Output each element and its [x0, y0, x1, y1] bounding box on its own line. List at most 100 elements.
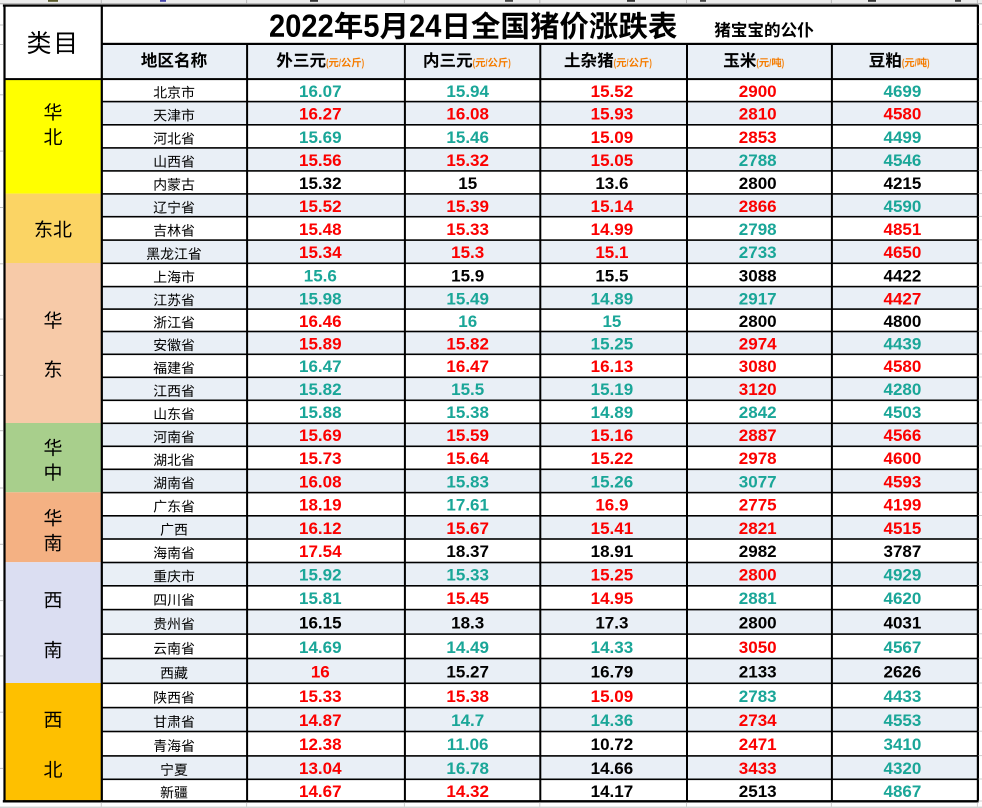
svg-text:15.25: 15.25	[591, 334, 634, 353]
svg-text:15.92: 15.92	[299, 566, 342, 585]
svg-text:2626: 2626	[883, 662, 921, 681]
svg-text:15.98: 15.98	[299, 289, 342, 308]
svg-text:16: 16	[311, 662, 330, 681]
svg-text:15.89: 15.89	[299, 334, 342, 353]
svg-text:2800: 2800	[739, 566, 777, 585]
svg-text:2800: 2800	[739, 613, 777, 632]
svg-text:15.49: 15.49	[446, 289, 489, 308]
svg-text:15.69: 15.69	[299, 426, 342, 445]
svg-text:4566: 4566	[883, 426, 921, 445]
svg-text:3088: 3088	[739, 266, 777, 285]
svg-text:2800: 2800	[739, 174, 777, 193]
svg-text:15.6: 15.6	[304, 266, 337, 285]
svg-text:14.87: 14.87	[299, 711, 342, 730]
svg-text:2734: 2734	[739, 711, 777, 730]
svg-text:2471: 2471	[739, 735, 777, 754]
svg-text:18.19: 18.19	[299, 496, 342, 515]
svg-text:17.54: 17.54	[299, 542, 342, 561]
svg-text:15.33: 15.33	[446, 220, 489, 239]
svg-text:15.45: 15.45	[446, 589, 489, 608]
svg-text:15.46: 15.46	[446, 128, 489, 147]
svg-text:15.22: 15.22	[591, 449, 634, 468]
svg-text:15.39: 15.39	[446, 197, 489, 216]
svg-text:14.32: 14.32	[446, 782, 489, 801]
svg-text:4546: 4546	[883, 151, 921, 170]
svg-text:13.04: 13.04	[299, 759, 342, 778]
svg-text:2982: 2982	[739, 542, 777, 561]
svg-text:15.05: 15.05	[591, 151, 634, 170]
svg-text:16.15: 16.15	[299, 613, 342, 632]
svg-text:16.07: 16.07	[299, 82, 342, 101]
svg-text:15.82: 15.82	[446, 334, 489, 353]
svg-text:4199: 4199	[883, 496, 921, 515]
svg-text:11.06: 11.06	[447, 735, 489, 754]
svg-text:2900: 2900	[739, 82, 777, 101]
svg-text:15.52: 15.52	[591, 82, 634, 101]
svg-text:3433: 3433	[739, 759, 777, 778]
svg-text:14.67: 14.67	[299, 782, 342, 801]
svg-text:15.5: 15.5	[451, 380, 484, 399]
svg-text:15.73: 15.73	[299, 449, 342, 468]
svg-text:2775: 2775	[739, 496, 777, 515]
svg-text:2810: 2810	[739, 105, 777, 124]
svg-text:2798: 2798	[739, 220, 777, 239]
svg-text:4320: 4320	[883, 759, 921, 778]
svg-text:15.1: 15.1	[595, 243, 628, 262]
svg-text:16.13: 16.13	[591, 357, 634, 376]
svg-text:15.14: 15.14	[591, 197, 634, 216]
svg-text:2783: 2783	[739, 687, 777, 706]
svg-text:15.26: 15.26	[591, 472, 634, 491]
svg-text:14.66: 14.66	[591, 759, 634, 778]
svg-text:3077: 3077	[739, 472, 777, 491]
svg-text:2917: 2917	[739, 289, 777, 308]
svg-text:4215: 4215	[883, 174, 921, 193]
svg-text:16: 16	[458, 312, 477, 331]
svg-text:16.08: 16.08	[299, 472, 342, 491]
svg-text:15: 15	[602, 312, 621, 331]
svg-text:14.89: 14.89	[591, 289, 634, 308]
svg-text:4600: 4600	[883, 449, 921, 468]
svg-text:18.37: 18.37	[446, 542, 489, 561]
svg-text:14.33: 14.33	[591, 638, 634, 657]
svg-text:4427: 4427	[883, 289, 921, 308]
svg-text:4503: 4503	[883, 403, 921, 422]
svg-text:4567: 4567	[883, 638, 921, 657]
svg-text:15.94: 15.94	[446, 82, 489, 101]
svg-text:14.17: 14.17	[591, 782, 634, 801]
svg-text:15.93: 15.93	[591, 105, 634, 124]
svg-text:4800: 4800	[883, 312, 921, 331]
svg-text:14.7: 14.7	[451, 711, 484, 730]
svg-text:4620: 4620	[883, 589, 921, 608]
svg-text:15.48: 15.48	[299, 220, 342, 239]
svg-text:4515: 4515	[883, 519, 921, 538]
svg-text:15.09: 15.09	[591, 687, 634, 706]
svg-text:2978: 2978	[739, 449, 777, 468]
svg-text:10.72: 10.72	[591, 735, 634, 754]
svg-text:15.33: 15.33	[446, 566, 489, 585]
svg-text:4593: 4593	[883, 472, 921, 491]
svg-text:3080: 3080	[739, 357, 777, 376]
svg-text:14.89: 14.89	[591, 403, 634, 422]
svg-text:15.16: 15.16	[591, 426, 634, 445]
svg-text:15.32: 15.32	[299, 174, 342, 193]
svg-text:16.12: 16.12	[299, 519, 342, 538]
svg-text:15.81: 15.81	[299, 589, 342, 608]
svg-text:15.67: 15.67	[446, 519, 489, 538]
svg-text:15.59: 15.59	[446, 426, 489, 445]
svg-text:4699: 4699	[883, 82, 921, 101]
svg-text:15.27: 15.27	[446, 662, 489, 681]
svg-text:15.38: 15.38	[446, 687, 489, 706]
svg-text:15.33: 15.33	[299, 687, 342, 706]
svg-text:16.27: 16.27	[299, 105, 342, 124]
svg-text:2133: 2133	[739, 662, 777, 681]
svg-text:15.32: 15.32	[446, 151, 489, 170]
svg-text:17.3: 17.3	[595, 613, 628, 632]
svg-text:3120: 3120	[739, 380, 777, 399]
svg-text:18.91: 18.91	[591, 542, 634, 561]
svg-text:15.38: 15.38	[446, 403, 489, 422]
svg-text:15.9: 15.9	[451, 266, 484, 285]
svg-text:15.25: 15.25	[591, 566, 634, 585]
svg-text:4433: 4433	[883, 687, 921, 706]
svg-text:12.38: 12.38	[299, 735, 342, 754]
svg-text:15.52: 15.52	[299, 197, 342, 216]
